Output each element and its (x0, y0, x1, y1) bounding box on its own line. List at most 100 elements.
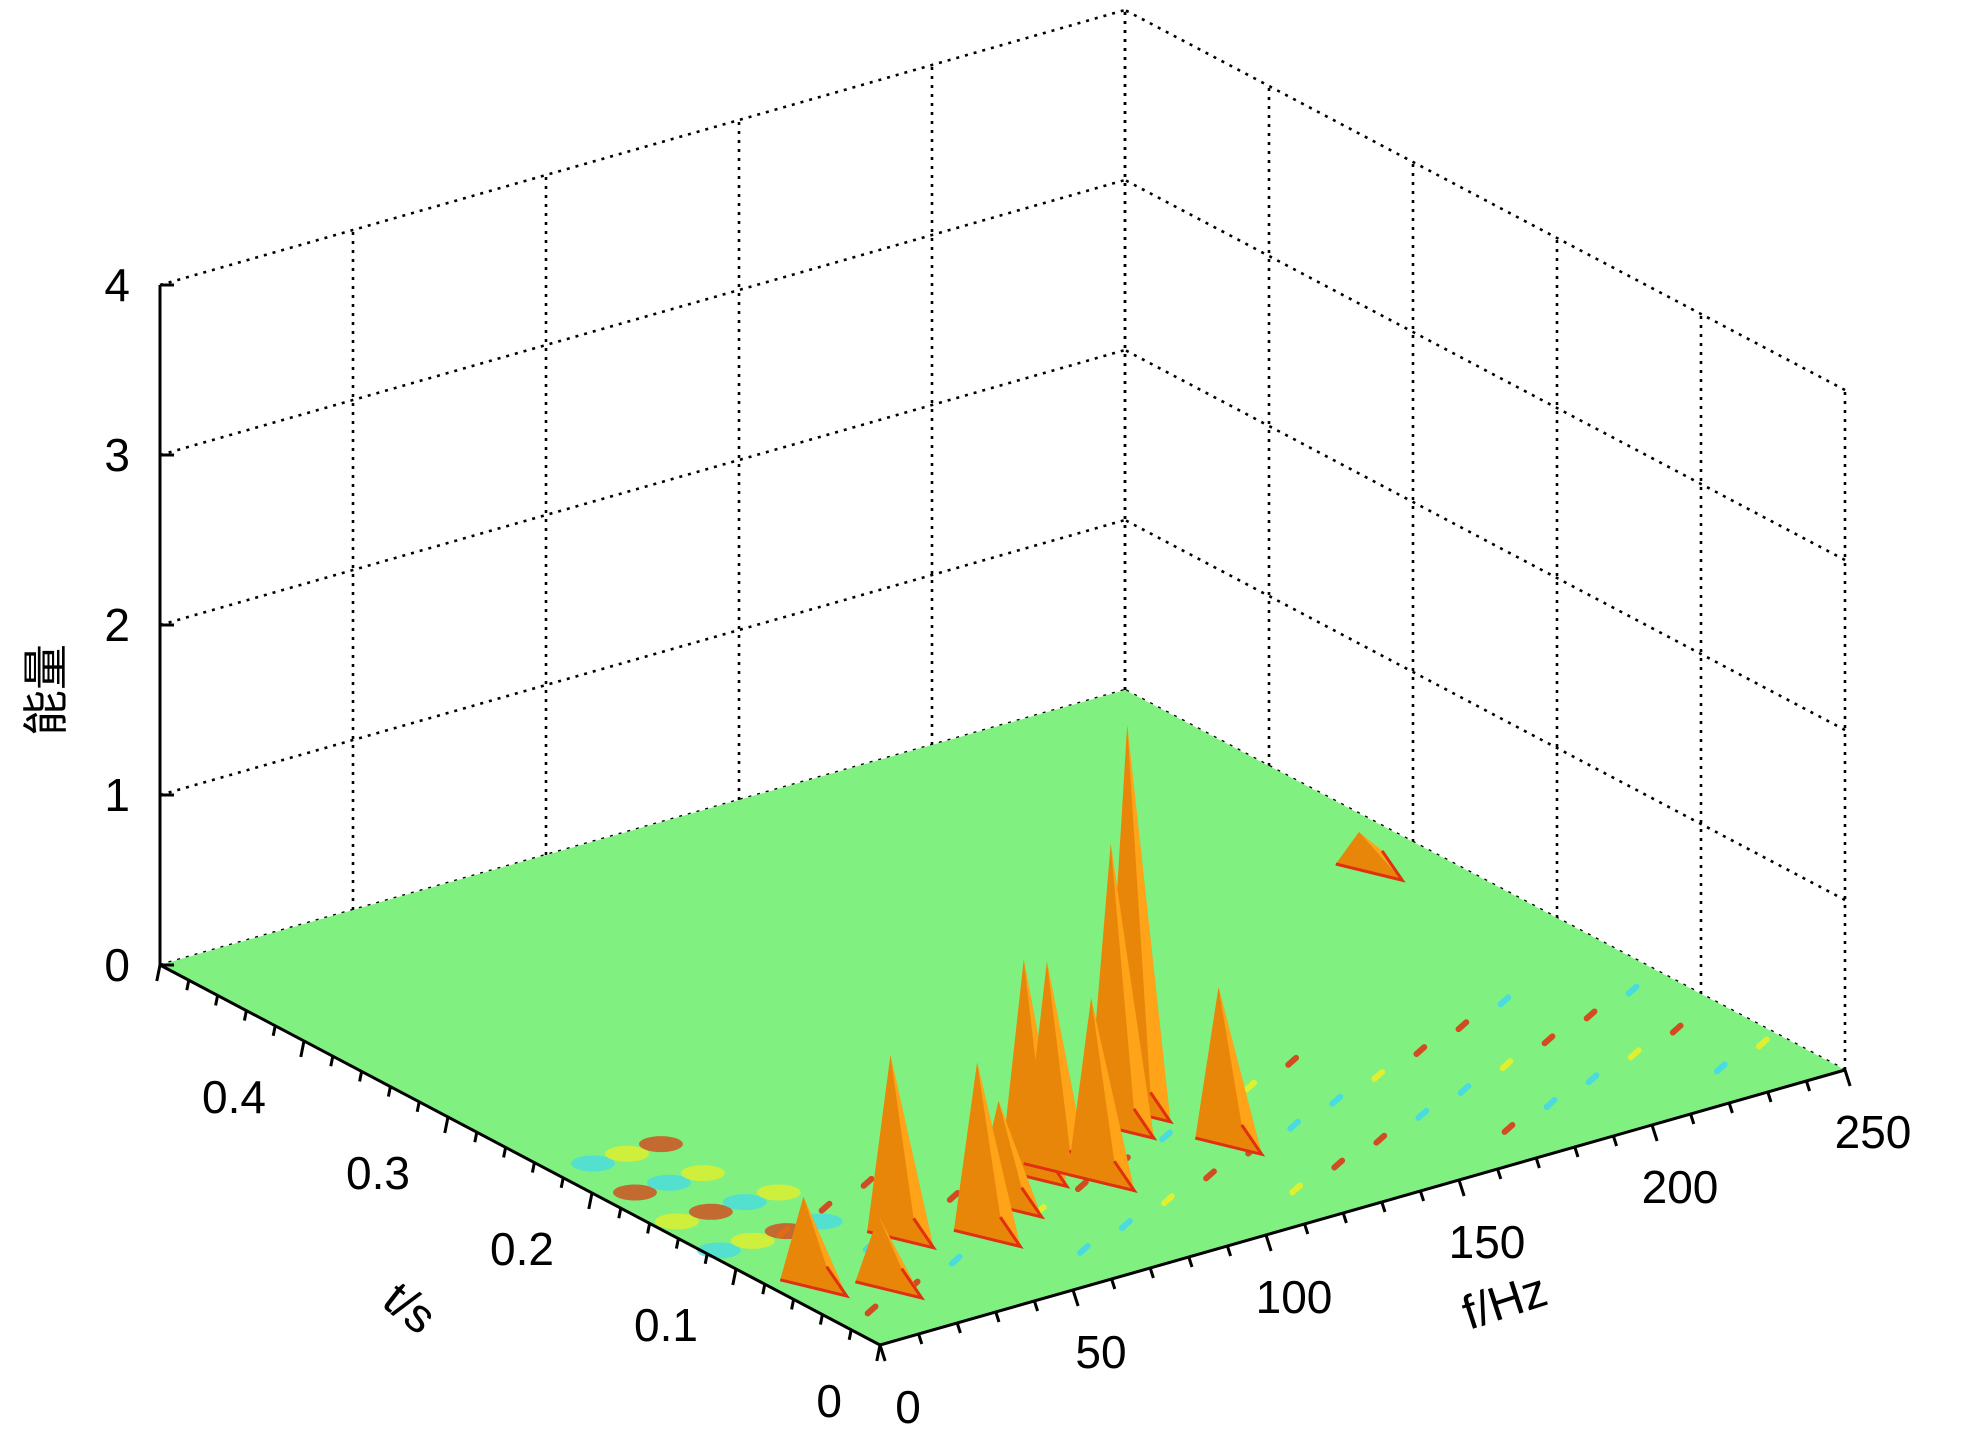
y-tick-label: 0.4 (202, 1071, 266, 1123)
x-tick (1187, 1256, 1194, 1268)
grid-line (1124, 8, 1846, 392)
y-tick (875, 1344, 882, 1362)
z-tick-label: 0 (104, 939, 130, 991)
y-tick (559, 1177, 565, 1189)
x-tick-label: 0 (895, 1381, 921, 1429)
x-tick (1418, 1190, 1426, 1202)
surface-streak (1583, 1008, 1598, 1022)
surface-streak (1289, 1182, 1304, 1196)
surface-layer (160, 690, 1845, 1345)
peak-face (1218, 987, 1262, 1155)
y-tick (242, 1010, 248, 1021)
y-tick (790, 1299, 796, 1310)
y-tick (299, 1040, 306, 1058)
y-tick (530, 1162, 536, 1173)
surface-streak (818, 1200, 833, 1214)
x-tick-label: 150 (1449, 1216, 1526, 1268)
x-tick (1303, 1223, 1310, 1235)
y-tick (271, 1025, 277, 1037)
surface-streak (1161, 1193, 1175, 1207)
surface-streak (1287, 1118, 1302, 1132)
surface-ripple (688, 1203, 733, 1220)
surface-streak (1625, 983, 1640, 997)
z-tick-label: 2 (104, 599, 130, 651)
z-tick-label: 4 (104, 259, 130, 311)
peak-face (1359, 831, 1403, 881)
surface-ripple (638, 1136, 683, 1153)
x-tick (1843, 1069, 1852, 1087)
y-tick (646, 1223, 652, 1234)
peak-face (1335, 831, 1403, 881)
surface-streak (864, 1303, 879, 1317)
peak-face (803, 1196, 847, 1296)
peak-face (977, 1062, 1021, 1247)
x-tick (1496, 1168, 1503, 1180)
peak-base (1067, 1160, 1138, 1193)
x-axis-label: f/Hz (1456, 1264, 1554, 1341)
peak-face (998, 1100, 1042, 1217)
x-tick (1804, 1080, 1812, 1092)
y-tick (761, 1283, 767, 1295)
axes-layer (155, 283, 1852, 1362)
y-axis-label: t/s (373, 1272, 446, 1345)
peak-face (878, 1215, 922, 1298)
x-tick-label: 250 (1835, 1106, 1912, 1158)
surface-streak (1497, 994, 1512, 1008)
surface-streak (1585, 1072, 1600, 1086)
x-tick (1611, 1135, 1619, 1147)
x-tick (1264, 1234, 1273, 1252)
x-tick (917, 1333, 924, 1345)
x-tick (994, 1311, 1001, 1323)
y-tick (731, 1268, 738, 1286)
z-axis-label: 能量 (19, 644, 73, 736)
y-tick (443, 1116, 450, 1134)
y-tick (703, 1253, 709, 1265)
y-tick-label: 0.3 (346, 1147, 410, 1199)
surface-streak (1541, 1033, 1556, 1047)
y-tick (415, 1101, 421, 1113)
x-tick (955, 1322, 962, 1334)
surface-streak (1543, 1097, 1558, 1111)
surface-streak (860, 1175, 875, 1189)
peak-face (1091, 997, 1135, 1191)
surface-ripple (680, 1165, 725, 1182)
surface-base (160, 690, 1845, 1345)
y-axis-line (159, 963, 881, 1347)
y-tick (674, 1238, 680, 1249)
peak-face (1127, 725, 1171, 1122)
peak-base (1194, 1124, 1266, 1157)
x-axis-line (879, 1068, 1846, 1347)
x-tick-label: 200 (1642, 1161, 1719, 1213)
surface-streak (1713, 1061, 1728, 1075)
surface-streak (1159, 1129, 1173, 1143)
grid-line (1124, 348, 1846, 732)
surface-streak (1373, 1132, 1388, 1146)
surface-streak (1499, 1058, 1514, 1072)
x-tick-label: 50 (1075, 1326, 1126, 1378)
x-tick (1341, 1212, 1348, 1224)
surface-streak (1371, 1068, 1386, 1082)
y-tick (155, 964, 162, 982)
surface-ripple (571, 1155, 616, 1172)
peak-base (1335, 849, 1406, 883)
peak-base (953, 1216, 1024, 1249)
grid-line (159, 178, 1126, 457)
y-tick (473, 1131, 479, 1143)
surface-ripple (722, 1194, 767, 1211)
surface-streak (1415, 1107, 1430, 1121)
peak-base (779, 1265, 851, 1299)
surface-streak (1501, 1122, 1516, 1135)
surface-streak (1331, 1157, 1346, 1171)
surface-streak (946, 1189, 961, 1203)
grid-line (159, 348, 1126, 627)
surface-streak (1669, 1022, 1684, 1036)
x-tick-label: 100 (1256, 1271, 1333, 1323)
x-tick (1573, 1146, 1580, 1158)
x-tick (1032, 1300, 1040, 1312)
x-tick (1457, 1179, 1466, 1197)
y-tick (847, 1329, 853, 1341)
surface-streak (948, 1253, 963, 1267)
surface-streak (1285, 1054, 1300, 1068)
grid-line (159, 8, 1126, 287)
